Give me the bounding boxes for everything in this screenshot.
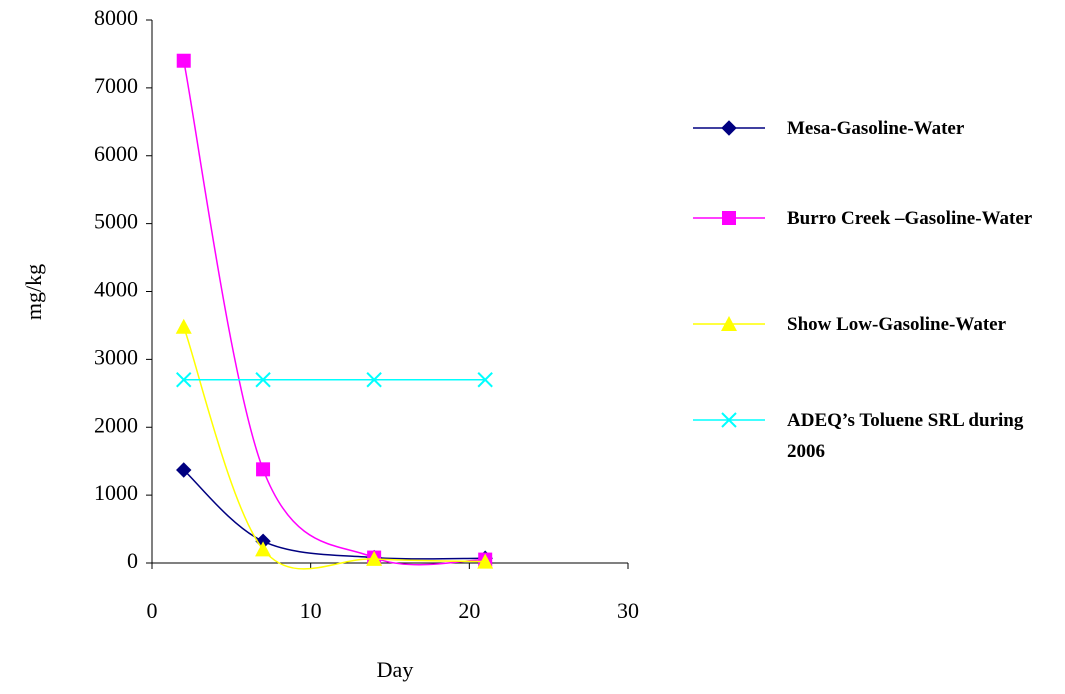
marker: [721, 412, 737, 428]
legend-label: Show Low-Gasoline-Water: [787, 314, 1007, 335]
marker: [176, 53, 191, 68]
legend-label: Burro Creek –Gasoline-Water: [787, 208, 1033, 229]
y-axis-label: mg/kg: [21, 264, 46, 320]
y-tick-label: 4000: [94, 277, 138, 302]
series-line: [183, 326, 486, 570]
marker: [255, 541, 272, 557]
marker: [366, 550, 383, 566]
marker: [255, 372, 271, 388]
series-line: [182, 60, 486, 566]
marker: [176, 462, 192, 478]
y-tick-label: 7000: [94, 73, 138, 98]
legend-label: ADEQ’s Toluene SRL during 2006: [787, 410, 1024, 462]
marker: [722, 211, 736, 225]
y-tick-label: 6000: [94, 141, 138, 166]
y-tick-label: 8000: [94, 5, 138, 30]
marker: [256, 462, 271, 477]
series-line: [183, 469, 486, 560]
x-axis-label: Day: [377, 657, 414, 682]
marker: [176, 372, 192, 388]
marker: [175, 318, 192, 334]
marker: [721, 120, 737, 136]
marker: [721, 316, 737, 331]
y-tick-label: 5000: [94, 209, 138, 234]
x-tick-label: 0: [147, 598, 158, 623]
y-tick-label: 0: [127, 548, 138, 573]
y-tick-label: 3000: [94, 344, 138, 369]
y-tick-label: 2000: [94, 412, 138, 437]
x-tick-label: 30: [617, 598, 639, 623]
y-tick-label: 1000: [94, 480, 138, 505]
marker: [366, 372, 382, 388]
marker: [477, 553, 494, 569]
marker: [477, 372, 493, 388]
x-tick-label: 20: [458, 598, 480, 623]
x-tick-label: 10: [300, 598, 322, 623]
legend-label: Mesa-Gasoline-Water: [787, 118, 965, 139]
